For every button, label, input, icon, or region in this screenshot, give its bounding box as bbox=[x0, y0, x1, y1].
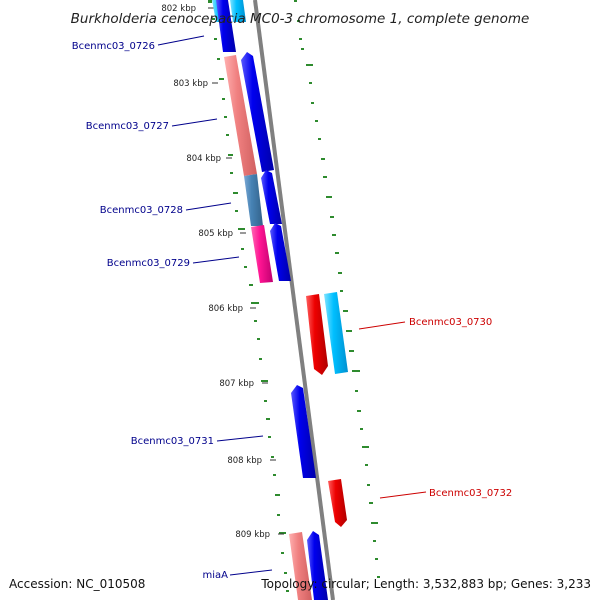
label-bcenmc03-0726[interactable]: Bcenmc03_0726 bbox=[72, 41, 155, 52]
feature-0726-cds-top[interactable] bbox=[230, 0, 246, 22]
gene-labels: Bcenmc03_0726 Bcenmc03_0727 Bcenmc03_072… bbox=[72, 41, 513, 581]
feature-0730-cds[interactable] bbox=[306, 294, 328, 375]
feature-0729-gene[interactable] bbox=[251, 225, 273, 283]
tick-label-804: 804 kbp bbox=[186, 154, 221, 164]
feature-0729-cds[interactable] bbox=[270, 223, 291, 281]
feature-0732-cds[interactable] bbox=[328, 479, 347, 527]
tick-label-809: 809 kbp bbox=[235, 530, 270, 540]
feature-0731-cds[interactable] bbox=[291, 385, 316, 478]
topology-text: Topology: circular; Length: 3,532,883 bp… bbox=[261, 577, 591, 591]
gc-skew-track-right bbox=[294, 0, 380, 578]
tick-labels: 802 kbp 803 kbp 804 kbp 805 kbp 806 kbp … bbox=[161, 4, 270, 540]
feature-0727-cds[interactable] bbox=[241, 52, 274, 172]
feature-miaA-cds[interactable] bbox=[307, 531, 328, 600]
label-bcenmc03-0728[interactable]: Bcenmc03_0728 bbox=[100, 205, 183, 216]
feature-0728-cds[interactable] bbox=[261, 170, 282, 224]
label-bcenmc03-0729[interactable]: Bcenmc03_0729 bbox=[107, 258, 190, 269]
page-title: Burkholderia cenocepacia MC0-3 chromosom… bbox=[71, 11, 530, 27]
feature-0727-gene[interactable] bbox=[224, 55, 257, 176]
feature-miaA-gene[interactable] bbox=[289, 532, 312, 600]
feature-0726-cds[interactable] bbox=[216, 0, 236, 52]
feature-0730-gene[interactable] bbox=[324, 292, 348, 374]
label-miaA[interactable]: miaA bbox=[203, 570, 229, 581]
features-outer bbox=[306, 292, 348, 527]
feature-0728-gene[interactable] bbox=[244, 174, 263, 226]
label-lines bbox=[157, 35, 427, 576]
tick-label-806: 806 kbp bbox=[208, 304, 243, 314]
label-bcenmc03-0731[interactable]: Bcenmc03_0731 bbox=[131, 436, 214, 447]
label-bcenmc03-0730[interactable]: Bcenmc03_0730 bbox=[409, 317, 492, 328]
gc-skew-track-left bbox=[208, 0, 289, 592]
tick-marks bbox=[208, 7, 284, 535]
tick-label-808: 808 kbp bbox=[227, 456, 262, 466]
tick-label-802: 802 kbp bbox=[161, 4, 196, 14]
features-inner bbox=[212, 0, 328, 600]
label-bcenmc03-0732[interactable]: Bcenmc03_0732 bbox=[429, 488, 512, 499]
accession-text: Accession: NC_010508 bbox=[9, 577, 146, 591]
label-bcenmc03-0727[interactable]: Bcenmc03_0727 bbox=[86, 121, 169, 132]
backbone-line bbox=[253, 0, 335, 600]
tick-label-807: 807 kbp bbox=[219, 379, 254, 389]
tick-label-803: 803 kbp bbox=[173, 79, 208, 89]
tick-label-805: 805 kbp bbox=[198, 229, 233, 239]
